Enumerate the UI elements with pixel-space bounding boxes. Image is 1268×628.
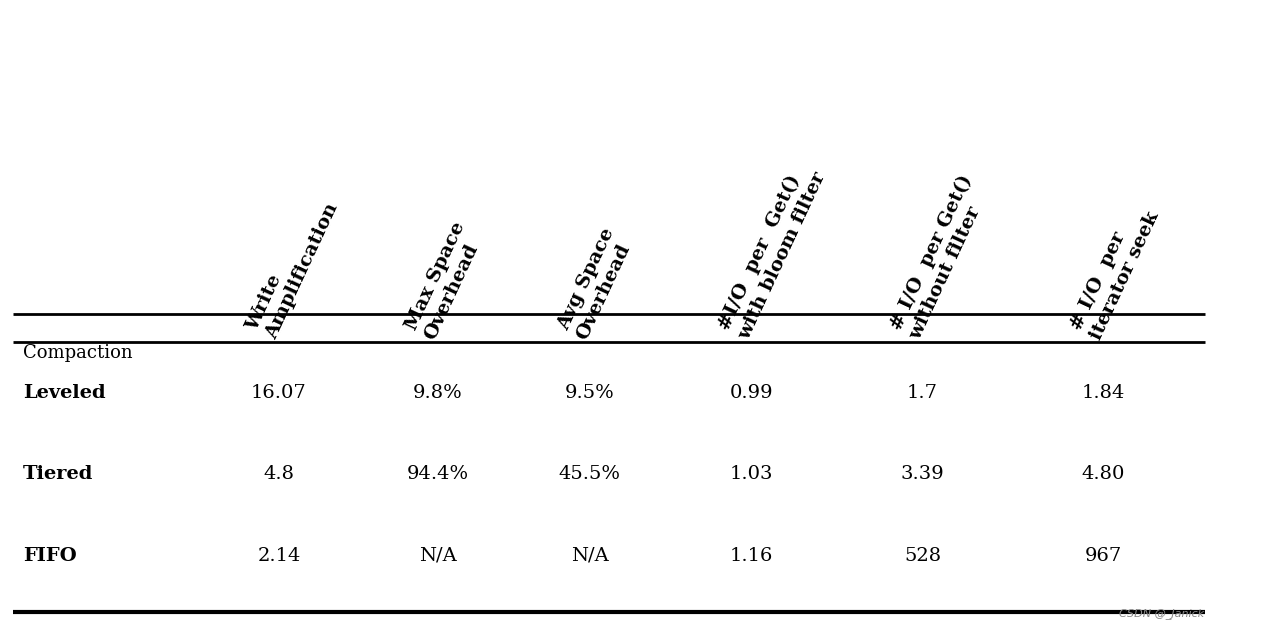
Text: # I/O  per
iterator seek: # I/O per iterator seek — [1068, 200, 1161, 342]
Text: 967: 967 — [1084, 547, 1122, 565]
Text: 9.5%: 9.5% — [564, 384, 615, 401]
Text: 94.4%: 94.4% — [407, 465, 468, 483]
Text: 1.16: 1.16 — [729, 547, 773, 565]
Text: 2.14: 2.14 — [257, 547, 301, 565]
Text: CSDN @_Janick: CSDN @_Janick — [1120, 608, 1205, 619]
Text: 0.99: 0.99 — [729, 384, 773, 401]
Text: N/A: N/A — [571, 547, 609, 565]
Text: Leveled: Leveled — [23, 384, 105, 401]
Text: 1.84: 1.84 — [1082, 384, 1125, 401]
Text: 1.7: 1.7 — [907, 384, 938, 401]
Text: FIFO: FIFO — [23, 547, 76, 565]
Text: 3.39: 3.39 — [900, 465, 945, 483]
Text: 528: 528 — [904, 547, 941, 565]
Text: 4.80: 4.80 — [1082, 465, 1125, 483]
Text: Tiered: Tiered — [23, 465, 94, 483]
Text: 45.5%: 45.5% — [559, 465, 620, 483]
Text: Max Space
Overhead: Max Space Overhead — [402, 220, 487, 342]
Text: #I/O  per  Get()
with bloom filter: #I/O per Get() with bloom filter — [716, 160, 828, 342]
Text: # I/O  per Get()
without filter: # I/O per Get() without filter — [888, 172, 994, 342]
Text: 16.07: 16.07 — [251, 384, 307, 401]
Text: Compaction: Compaction — [23, 344, 132, 362]
Text: Write
Amplification: Write Amplification — [243, 192, 341, 342]
Text: 4.8: 4.8 — [264, 465, 294, 483]
Text: 1.03: 1.03 — [729, 465, 773, 483]
Text: N/A: N/A — [418, 547, 456, 565]
Text: Avg Space
Overhead: Avg Space Overhead — [554, 225, 637, 342]
Text: 9.8%: 9.8% — [412, 384, 463, 401]
